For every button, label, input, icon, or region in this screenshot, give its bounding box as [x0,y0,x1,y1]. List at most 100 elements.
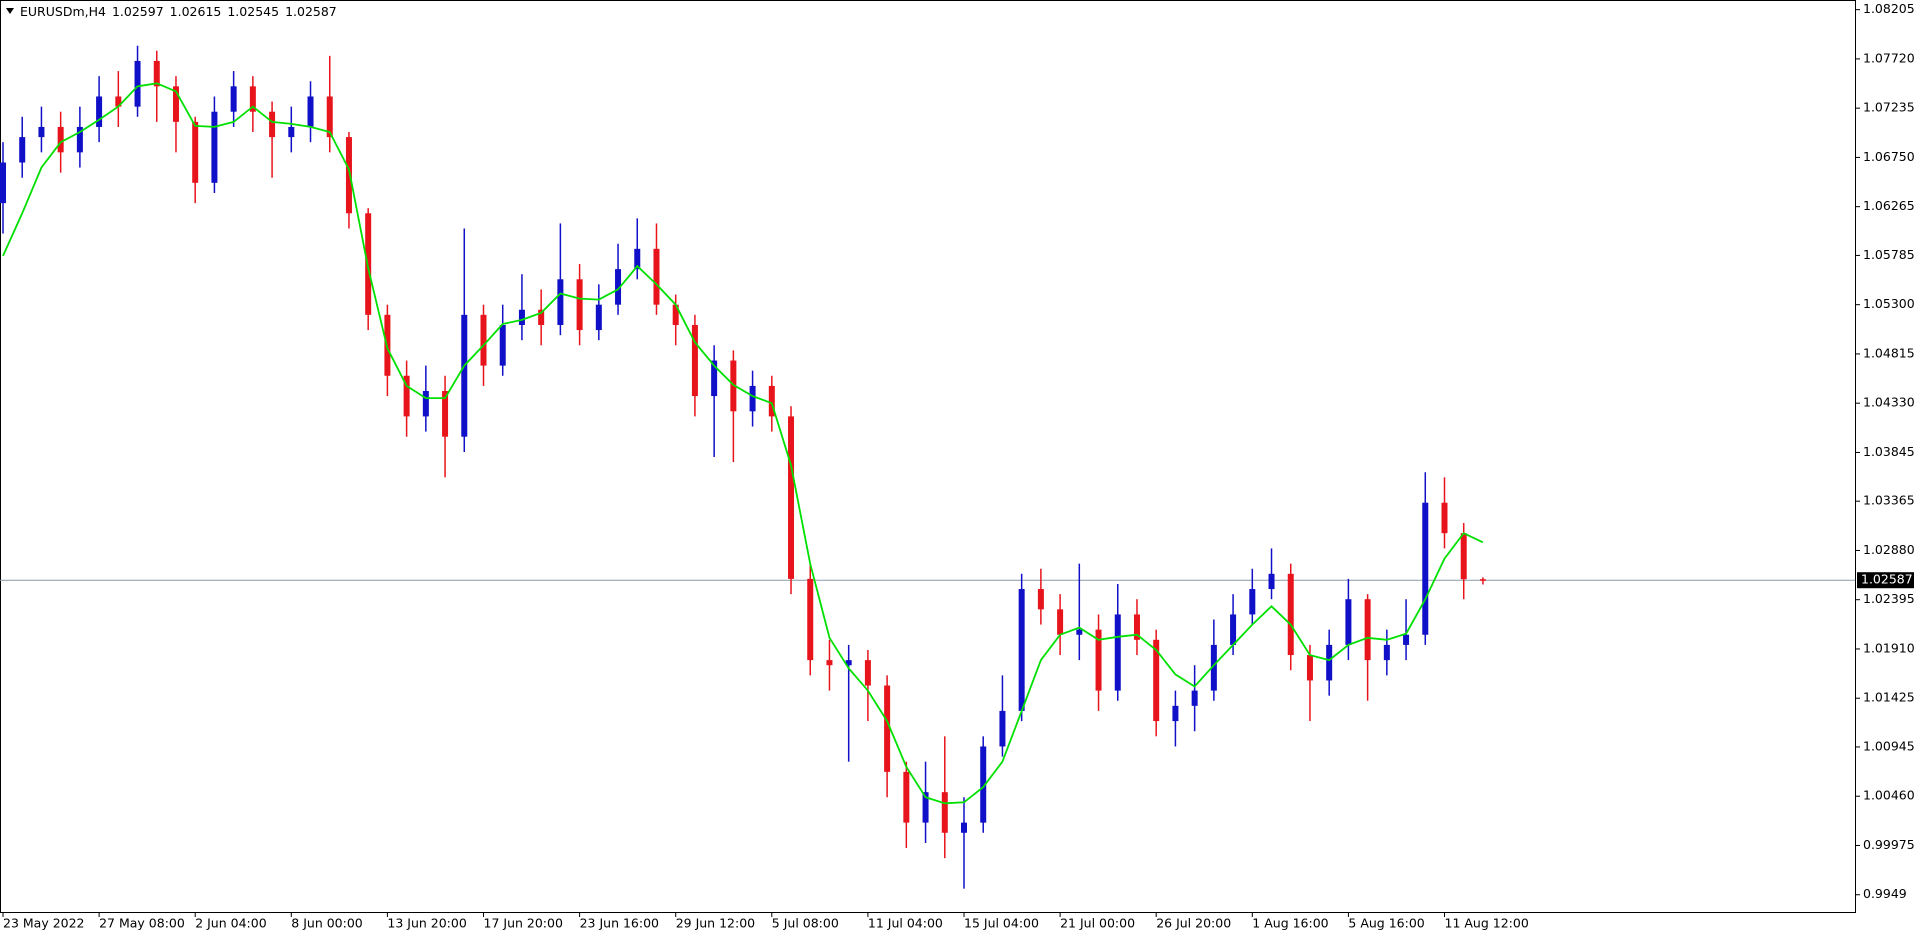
candle-body [1095,629,1102,691]
candle-body [980,746,987,823]
candle-body [1153,639,1160,722]
candle-body [1114,614,1121,691]
candle-body [711,360,718,397]
x-tick-label: 21 Jul 00:00 [1060,916,1135,931]
candle-body [211,111,218,183]
candle-body [1364,599,1371,661]
y-tick-label: 0.9949 [1863,886,1907,901]
y-tick-label: 1.07720 [1863,50,1915,65]
candle-body [249,86,256,112]
candle-body [480,314,487,366]
y-tick-label: 1.03365 [1863,493,1915,508]
x-tick-label: 11 Jul 04:00 [868,916,943,931]
candle-body [288,126,295,138]
candle-body [864,660,871,686]
x-tick-label: 23 May 2022 [3,916,85,931]
candle-body [595,304,602,331]
candle-body [788,416,795,579]
x-tick-label: 17 Jun 20:00 [484,916,563,931]
candle-body [172,86,179,122]
plot-frame [0,0,1856,913]
candle-body [403,375,410,417]
candle-body [19,137,26,163]
candle-body [1479,579,1486,581]
menu-arrow [6,8,14,14]
candle-body [153,60,160,87]
candle-body [768,385,775,417]
candle-body [134,60,141,107]
candle-body [1268,573,1275,590]
candle-body [1018,589,1025,711]
candle-body [903,771,910,823]
candle-body [1210,644,1217,691]
candle-body [192,121,199,183]
candle-body [230,86,237,112]
candle-body [1057,609,1064,635]
candle-body [615,269,622,305]
candle-body [1230,614,1237,645]
candle-body [1345,599,1352,645]
candle-body [1133,614,1140,640]
current-price-label: 1.02587 [1861,572,1913,587]
candle-body [518,309,525,325]
y-tick-label: 1.05785 [1863,247,1915,262]
candle-body [1287,573,1294,656]
candle-body [576,279,583,331]
candle-body [1422,502,1429,635]
candle-body [1441,502,1448,534]
candle-body [345,137,352,214]
candle-body [557,279,564,325]
candle-body [1460,533,1467,580]
candle-body [845,660,852,666]
y-tick-label: 1.07235 [1863,100,1915,115]
chart-header: EURUSDm,H4 1.02597 1.02615 1.02545 1.02587 [20,4,337,19]
header-value: 1.02597 [112,4,164,19]
x-tick-label: 1 Aug 16:00 [1252,916,1328,931]
candle-body [499,324,506,366]
candle-body [749,385,756,412]
y-tick-label: 1.04330 [1863,395,1915,410]
y-tick-label: 1.08205 [1863,1,1915,16]
x-tick-label: 27 May 08:00 [99,916,185,931]
candle-body [634,248,641,270]
y-tick-label: 1.01425 [1863,690,1915,705]
candle-body [922,792,929,823]
candle-body [807,578,814,661]
x-tick-label: 11 Aug 12:00 [1445,916,1529,931]
candle-body [96,96,103,127]
candle-body [269,111,276,138]
candle-body [442,391,449,437]
candle-body [461,314,468,437]
x-tick-label: 13 Jun 20:00 [387,916,466,931]
candle-body [961,822,967,833]
candle-body [1249,589,1256,615]
candle-body [1076,629,1083,635]
candle-body [884,685,891,772]
candle-body [422,391,429,417]
y-tick-label: 1.03845 [1863,444,1915,459]
candle-body [653,248,660,305]
candle-body [538,309,545,325]
candle-body [1191,690,1198,706]
candle-body [941,792,948,833]
symbol: EURUSDm,H4 [20,4,106,19]
y-tick-label: 1.01910 [1863,640,1915,655]
candle-body [691,324,698,397]
x-tick-label: 5 Jul 08:00 [772,916,839,931]
candle-body [1037,589,1044,610]
candle-body [326,96,333,138]
y-tick-label: 1.05300 [1863,296,1915,311]
current-price-box [1857,572,1914,589]
y-tick-label: 1.06750 [1863,149,1915,164]
y-tick-label: 1.00945 [1863,738,1915,753]
candle-body [57,126,64,153]
candle-body [115,96,122,107]
y-tick-label: 1.06265 [1863,198,1915,213]
x-tick-label: 15 Jul 04:00 [964,916,1039,931]
x-tick-label: 5 Aug 16:00 [1348,916,1424,931]
y-tick-label: 1.04815 [1863,345,1915,360]
candle-body [307,96,314,127]
y-tick-label: 0.99975 [1863,837,1915,852]
